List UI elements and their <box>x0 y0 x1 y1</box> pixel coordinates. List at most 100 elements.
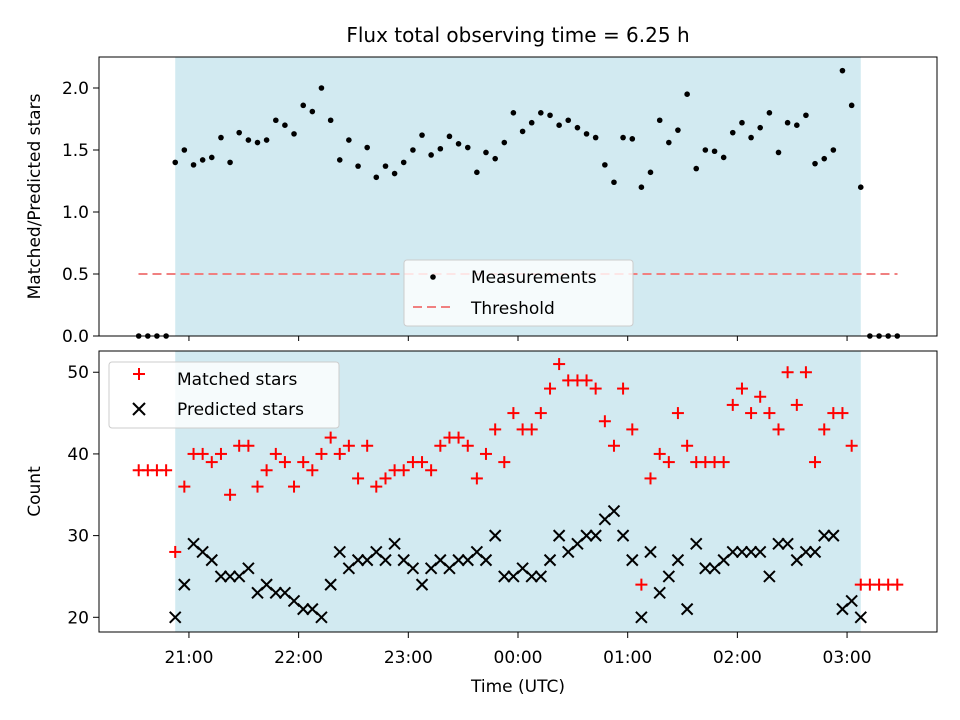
measurement-point <box>391 170 398 177</box>
matched-star-point <box>452 431 465 444</box>
x-stroke <box>543 553 557 567</box>
measurement-point <box>583 131 590 137</box>
legend-predicted-label: Predicted stars <box>177 400 304 420</box>
matched-star-point <box>315 447 328 460</box>
predicted-star-point <box>827 529 840 542</box>
x-stroke <box>379 553 392 567</box>
matched-star-point <box>745 407 758 420</box>
measurement-point <box>794 122 800 128</box>
bottom-xtick-label: 01:00 <box>603 648 652 668</box>
measurement-point <box>355 163 361 169</box>
predicted-star-point <box>690 537 703 550</box>
measurement-point <box>812 160 818 167</box>
matched-star-point <box>598 415 611 428</box>
x-stroke <box>699 562 712 575</box>
matched-star-point <box>470 472 483 485</box>
measurement-point <box>446 133 453 140</box>
bottom-xtick-label: 00:00 <box>494 648 543 668</box>
legend-threshold-label: Threshold <box>470 299 555 319</box>
x-stroke <box>607 504 621 518</box>
measurement-point <box>638 184 645 190</box>
legend-x-icon <box>132 402 146 416</box>
predicted-star-point <box>607 504 621 518</box>
matched-star-point <box>461 439 474 452</box>
x-stroke <box>452 553 465 567</box>
legend-measurements-label: Measurements <box>471 268 597 288</box>
x-stroke <box>818 529 831 542</box>
predicted-star-point <box>653 586 666 599</box>
measurement-point <box>492 155 498 162</box>
measurement-point <box>592 134 599 141</box>
measurement-point <box>602 162 608 168</box>
matched-star-point <box>772 423 785 436</box>
predicted-star-point <box>525 570 538 583</box>
x-stroke <box>187 537 200 550</box>
measurement-point <box>711 148 718 155</box>
bottom-y-axis-label: Count <box>25 466 45 517</box>
matched-star-point <box>525 423 538 436</box>
measurement-point <box>821 155 828 162</box>
measurement-point <box>346 137 352 143</box>
matched-star-point <box>269 447 282 460</box>
x-stroke <box>306 602 319 616</box>
predicted-star-point <box>552 529 566 542</box>
measurement-point <box>839 67 846 74</box>
measurement-point <box>419 132 425 138</box>
matched-star-point <box>799 366 812 379</box>
x-stroke <box>635 611 648 624</box>
x-stroke <box>753 545 767 559</box>
x-stroke <box>488 529 502 542</box>
bottom-x-ticks: 21:00 22:00 23:00 00:00 01:00 02:00 03:00 <box>164 632 872 668</box>
predicted-star-point <box>818 529 831 542</box>
x-stroke <box>415 578 429 591</box>
measurement-point <box>181 147 188 153</box>
measurement-point <box>273 117 279 124</box>
x-stroke <box>534 570 548 583</box>
matched-star-point <box>681 439 694 452</box>
top-ytick-label: 1.5 <box>62 141 89 161</box>
x-stroke <box>388 537 401 550</box>
measurement-point <box>857 184 864 190</box>
matched-star-point <box>589 382 602 395</box>
measurement-point <box>702 147 709 153</box>
predicted-star-point <box>854 611 867 624</box>
measurement-point <box>766 110 773 116</box>
measurement-point <box>693 165 700 172</box>
measurement-point <box>848 102 855 109</box>
x-stroke <box>269 586 283 599</box>
x-stroke <box>315 611 328 624</box>
matched-star-point <box>809 456 822 469</box>
predicted-star-point <box>388 537 401 550</box>
x-stroke <box>726 545 739 559</box>
predicted-star-point <box>671 553 685 567</box>
measurement-point <box>291 131 297 137</box>
matched-star-point <box>489 423 502 436</box>
x-stroke <box>671 553 685 567</box>
predicted-star-point <box>498 570 511 583</box>
measurement-point <box>830 147 837 153</box>
bottom-ytick-label: 50 <box>67 363 89 383</box>
measurement-point <box>629 136 636 142</box>
top-y-axis-label: Matched/Predicted stars <box>25 93 45 299</box>
measurement-point <box>538 110 544 116</box>
measurement-point <box>455 141 462 147</box>
x-stroke <box>406 562 420 575</box>
bottom-ytick-label: 30 <box>67 527 89 547</box>
predicted-star-point <box>644 545 657 559</box>
predicted-star-point <box>415 578 429 591</box>
x-stroke <box>653 586 666 599</box>
predicted-star-point <box>534 570 548 583</box>
x-stroke <box>680 602 694 616</box>
matched-star-point <box>781 366 794 379</box>
measurement-point <box>519 128 526 135</box>
measurement-point <box>263 137 270 143</box>
bottom-legend: Matched stars Predicted stars <box>108 361 340 429</box>
matched-star-point <box>224 488 237 501</box>
measurement-point <box>400 159 407 166</box>
matched-star-point <box>178 480 191 493</box>
predicted-star-point <box>781 537 794 550</box>
matched-star-point <box>416 456 429 469</box>
x-stroke <box>297 602 310 616</box>
top-y-ticks: 0.0 0.5 1.0 1.5 2.0 <box>62 79 99 347</box>
predicted-star-point <box>744 545 758 559</box>
